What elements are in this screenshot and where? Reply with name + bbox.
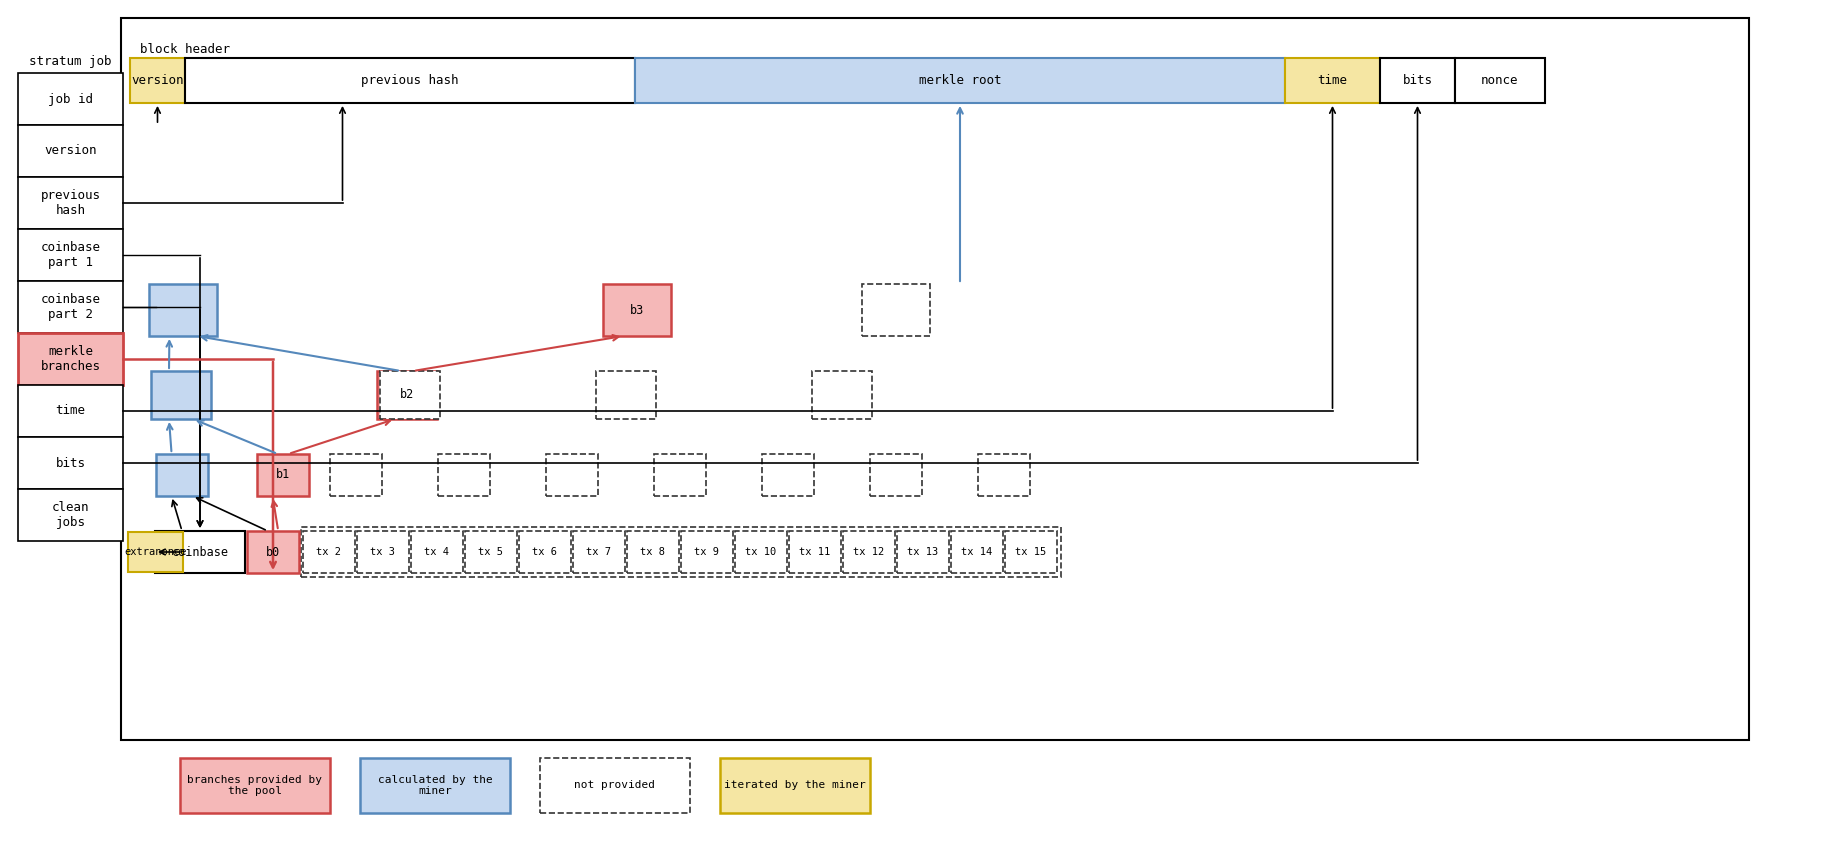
Text: tx 9: tx 9 xyxy=(694,547,720,557)
Text: nonce: nonce xyxy=(1482,74,1519,87)
Text: version: version xyxy=(132,74,183,87)
FancyBboxPatch shape xyxy=(438,454,489,496)
Text: tx 15: tx 15 xyxy=(1015,547,1046,557)
FancyBboxPatch shape xyxy=(156,531,245,573)
FancyBboxPatch shape xyxy=(1455,58,1544,103)
FancyBboxPatch shape xyxy=(843,531,896,573)
Text: b3: b3 xyxy=(630,304,645,317)
Text: tx 7: tx 7 xyxy=(586,547,612,557)
Text: merkle root: merkle root xyxy=(920,74,1002,87)
FancyBboxPatch shape xyxy=(128,532,183,572)
Text: tx 4: tx 4 xyxy=(425,547,449,557)
FancyBboxPatch shape xyxy=(330,454,383,496)
Text: bits: bits xyxy=(1403,74,1433,87)
FancyBboxPatch shape xyxy=(518,531,572,573)
FancyBboxPatch shape xyxy=(148,284,216,336)
Text: extranonce: extranonce xyxy=(125,547,187,557)
FancyBboxPatch shape xyxy=(863,284,931,336)
FancyBboxPatch shape xyxy=(654,454,705,496)
FancyBboxPatch shape xyxy=(130,58,185,103)
FancyBboxPatch shape xyxy=(762,454,813,496)
FancyBboxPatch shape xyxy=(978,454,1030,496)
Text: tx 10: tx 10 xyxy=(746,547,777,557)
FancyBboxPatch shape xyxy=(790,531,841,573)
FancyBboxPatch shape xyxy=(256,454,310,496)
FancyBboxPatch shape xyxy=(18,125,123,177)
FancyBboxPatch shape xyxy=(185,58,636,103)
FancyBboxPatch shape xyxy=(156,454,209,496)
FancyBboxPatch shape xyxy=(540,758,691,813)
Text: tx 2: tx 2 xyxy=(317,547,341,557)
FancyBboxPatch shape xyxy=(357,531,409,573)
FancyBboxPatch shape xyxy=(18,333,123,385)
FancyBboxPatch shape xyxy=(627,531,680,573)
Text: tx 6: tx 6 xyxy=(533,547,557,557)
Text: tx 11: tx 11 xyxy=(799,547,830,557)
FancyBboxPatch shape xyxy=(18,385,123,437)
FancyBboxPatch shape xyxy=(682,531,733,573)
FancyBboxPatch shape xyxy=(410,531,463,573)
FancyBboxPatch shape xyxy=(247,531,299,573)
Text: iterated by the miner: iterated by the miner xyxy=(724,781,867,790)
FancyBboxPatch shape xyxy=(870,454,921,496)
Text: tx 12: tx 12 xyxy=(854,547,885,557)
FancyBboxPatch shape xyxy=(546,454,597,496)
FancyBboxPatch shape xyxy=(1284,58,1379,103)
FancyBboxPatch shape xyxy=(361,758,509,813)
Text: previous hash: previous hash xyxy=(361,74,458,87)
Text: tx 3: tx 3 xyxy=(370,547,396,557)
FancyBboxPatch shape xyxy=(603,284,671,336)
Text: coinbase
part 2: coinbase part 2 xyxy=(40,293,101,321)
FancyBboxPatch shape xyxy=(377,371,438,419)
Text: tx 5: tx 5 xyxy=(478,547,504,557)
Text: b0: b0 xyxy=(266,546,280,559)
FancyBboxPatch shape xyxy=(812,371,872,419)
FancyBboxPatch shape xyxy=(951,531,1002,573)
FancyBboxPatch shape xyxy=(379,371,440,419)
FancyBboxPatch shape xyxy=(18,177,123,229)
Text: branches provided by
the pool: branches provided by the pool xyxy=(187,775,322,796)
FancyBboxPatch shape xyxy=(18,73,123,125)
Text: stratum job: stratum job xyxy=(29,55,112,68)
FancyBboxPatch shape xyxy=(735,531,788,573)
Text: tx 8: tx 8 xyxy=(641,547,665,557)
FancyBboxPatch shape xyxy=(465,531,517,573)
Text: coinbase
part 1: coinbase part 1 xyxy=(40,241,101,269)
Text: tx 14: tx 14 xyxy=(962,547,993,557)
Bar xyxy=(121,18,1750,740)
FancyBboxPatch shape xyxy=(18,489,123,541)
Text: calculated by the
miner: calculated by the miner xyxy=(377,775,493,796)
Text: tx 13: tx 13 xyxy=(907,547,938,557)
Text: coinbase: coinbase xyxy=(172,546,229,559)
FancyBboxPatch shape xyxy=(636,58,1284,103)
FancyBboxPatch shape xyxy=(573,531,625,573)
FancyBboxPatch shape xyxy=(898,531,949,573)
Text: block header: block header xyxy=(139,43,231,56)
Text: time: time xyxy=(1317,74,1348,87)
FancyBboxPatch shape xyxy=(150,371,211,419)
Text: not provided: not provided xyxy=(575,781,656,790)
FancyBboxPatch shape xyxy=(180,758,330,813)
FancyBboxPatch shape xyxy=(18,281,123,333)
FancyBboxPatch shape xyxy=(302,531,355,573)
FancyBboxPatch shape xyxy=(1379,58,1455,103)
Text: version: version xyxy=(44,144,97,158)
Text: job id: job id xyxy=(48,93,93,106)
Text: merkle
branches: merkle branches xyxy=(40,345,101,373)
Text: b2: b2 xyxy=(399,389,414,402)
Text: previous
hash: previous hash xyxy=(40,189,101,217)
Text: clean
jobs: clean jobs xyxy=(51,501,90,529)
FancyBboxPatch shape xyxy=(18,229,123,281)
Text: b1: b1 xyxy=(277,468,289,481)
FancyBboxPatch shape xyxy=(1006,531,1057,573)
FancyBboxPatch shape xyxy=(720,758,870,813)
Text: bits: bits xyxy=(55,456,86,469)
FancyBboxPatch shape xyxy=(18,437,123,489)
Text: time: time xyxy=(55,404,86,418)
FancyBboxPatch shape xyxy=(595,371,656,419)
